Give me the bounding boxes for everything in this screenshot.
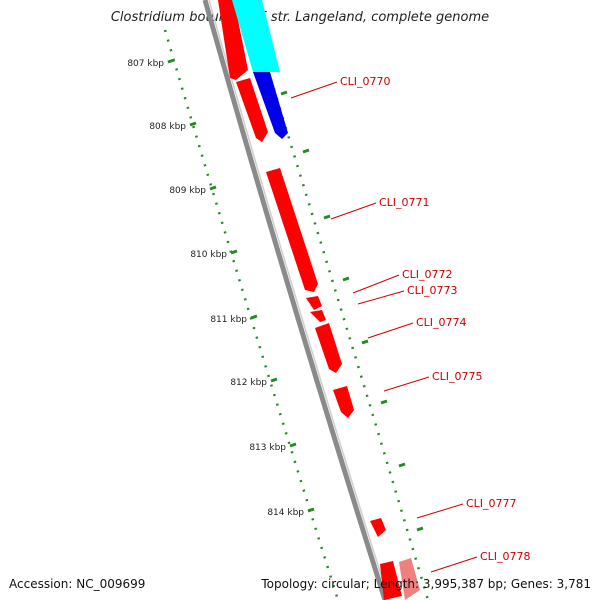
gene-label[interactable]: CLI_0773: [407, 284, 458, 297]
major-tick: [416, 526, 424, 532]
gene-feature-cli-0775[interactable]: [333, 386, 354, 418]
gene-features: [218, 0, 420, 600]
tick-label: 812 kbp: [230, 378, 267, 388]
tick-label: 810 kbp: [190, 250, 227, 260]
gene-label[interactable]: CLI_0777: [466, 497, 517, 510]
major-tick: [289, 442, 297, 448]
gene-feature[interactable]: [236, 78, 268, 142]
genome-backbone: [202, 0, 388, 600]
gene-label[interactable]: CLI_0774: [416, 316, 467, 329]
major-tick: [323, 214, 331, 220]
gene-feature-cli-0777[interactable]: [370, 518, 386, 537]
major-tick: [302, 148, 310, 154]
outer-tick-ring: [263, 59, 430, 600]
tick-label: 808 kbp: [149, 122, 186, 132]
major-tick: [167, 58, 175, 64]
gene-label[interactable]: CLI_0770: [340, 75, 391, 88]
gene-feature-cli-0771[interactable]: [266, 168, 318, 292]
major-tick: [307, 507, 315, 513]
tick-labels: 807 kbp 808 kbp 809 kbp 810 kbp 811 kbp 812 k…: [127, 59, 304, 518]
major-tick: [189, 121, 197, 127]
gene-label[interactable]: CLI_0775: [432, 370, 483, 383]
gene-feature-cli-0772[interactable]: [306, 296, 322, 310]
gene-label[interactable]: CLI_0772: [402, 268, 453, 281]
label-leader-lines: [290, 81, 478, 573]
gene-label[interactable]: CLI_0778: [480, 550, 531, 563]
major-tick: [398, 462, 406, 468]
tick-label: 807 kbp: [127, 59, 164, 69]
major-tick: [230, 249, 238, 255]
gene-feature-cli-0774[interactable]: [315, 323, 342, 373]
gene-label[interactable]: CLI_0771: [379, 196, 430, 209]
gene-feature-cli-0770[interactable]: [253, 72, 288, 139]
major-tick: [250, 314, 258, 320]
major-tick: [270, 377, 278, 383]
gene-feature-cli-0773[interactable]: [310, 310, 326, 322]
outer-major-ticks: [280, 90, 424, 532]
inner-tick-ring: [163, 29, 340, 600]
major-tick: [209, 185, 217, 191]
gene-feature-cyan[interactable]: [232, 0, 280, 72]
gene-labels: CLI_0770 CLI_0771 CLI_0772 CLI_0773 CLI_…: [340, 75, 531, 563]
map-title: Clostridium botulinum F str. Langeland, …: [110, 10, 490, 25]
major-tick: [380, 399, 388, 405]
inner-major-ticks: [167, 58, 315, 513]
tick-label: 811 kbp: [210, 315, 247, 325]
major-tick: [361, 339, 369, 345]
accession-text: Accession: NC_009699: [9, 577, 146, 591]
genome-summary-text: Topology: circular; Length: 3,995,387 bp…: [261, 577, 591, 591]
genome-backbone-highlight: [208, 0, 390, 600]
gene-feature[interactable]: [218, 0, 248, 80]
major-tick: [342, 276, 350, 282]
major-tick: [280, 90, 288, 96]
gene-feature-pink[interactable]: [399, 558, 420, 600]
tick-label: 809 kbp: [169, 186, 206, 196]
gene-feature-cli-0778[interactable]: [380, 561, 402, 600]
tick-label: 813 kbp: [249, 443, 286, 453]
tick-label: 814 kbp: [267, 508, 304, 518]
